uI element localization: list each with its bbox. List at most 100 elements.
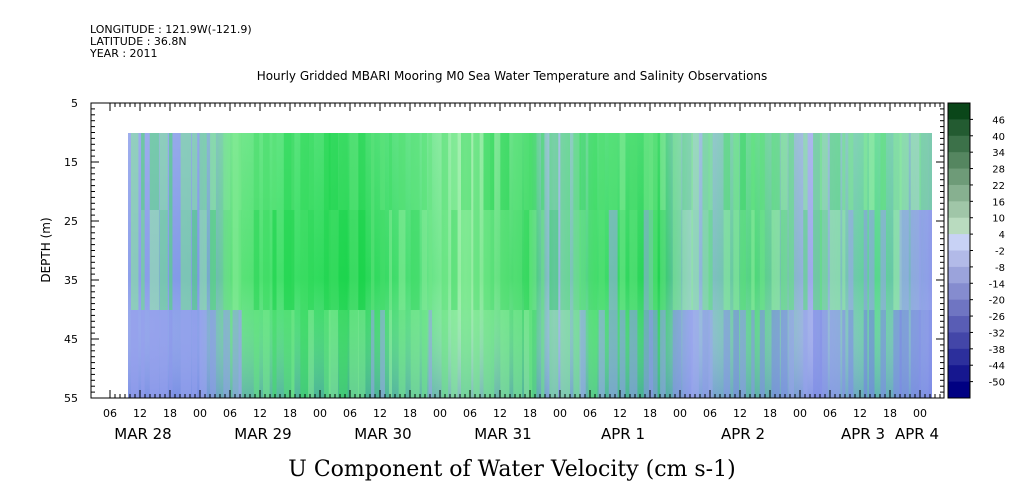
heatmap-cell bbox=[740, 133, 746, 210]
heatmap-cell bbox=[619, 310, 626, 398]
heatmap-cell bbox=[813, 310, 823, 398]
heatmap-cell bbox=[848, 310, 854, 398]
heatmap-cell bbox=[579, 310, 586, 398]
heatmap-cell bbox=[253, 133, 260, 210]
x-hour-label: 06 bbox=[703, 407, 717, 420]
heatmap-cell bbox=[919, 310, 929, 398]
heatmap-cell bbox=[199, 133, 207, 210]
x-hour-label: 06 bbox=[103, 407, 117, 420]
heatmap-cell bbox=[380, 133, 385, 210]
heatmap-cell bbox=[349, 310, 360, 398]
heatmap-cell bbox=[451, 310, 458, 398]
heatmap-cell bbox=[291, 310, 295, 398]
heatmap-cell bbox=[880, 210, 886, 310]
heatmap-cell bbox=[263, 310, 270, 398]
heatmap-cell bbox=[388, 310, 392, 398]
heatmap-cell bbox=[598, 133, 605, 210]
y-tick-label: 45 bbox=[64, 333, 78, 346]
heatmap-cell bbox=[169, 310, 173, 398]
heatmap-cell bbox=[441, 133, 449, 210]
colorbar-label: 34 bbox=[992, 148, 1005, 159]
y-axis-label: DEPTH (m) bbox=[39, 217, 53, 282]
heatmap-cell bbox=[283, 210, 295, 310]
heatmap-cell bbox=[388, 210, 392, 310]
heatmap-cell bbox=[513, 210, 523, 310]
heatmap-cell bbox=[560, 310, 571, 398]
colorbar: 46 40 34 28 22 16 10 4 -2 -8 -14 -20 -26 -32 -38 -44 -50 bbox=[947, 102, 1005, 399]
heatmap-cell bbox=[829, 133, 841, 210]
heatmap-cell bbox=[708, 310, 713, 398]
heatmap-cell bbox=[751, 310, 755, 398]
heatmap-cell bbox=[608, 310, 618, 398]
y-tick-label: 5 bbox=[71, 97, 78, 110]
heatmap-cell bbox=[421, 310, 427, 398]
heatmap-cell bbox=[573, 133, 581, 210]
heatmap-cell bbox=[483, 210, 491, 310]
heatmap-cell bbox=[283, 133, 295, 210]
colorbar-swatch bbox=[948, 283, 970, 301]
heatmap-cell bbox=[410, 210, 420, 310]
x-hour-label: 06 bbox=[343, 407, 357, 420]
heatmap-cell bbox=[788, 210, 794, 310]
x-day-label: APR 3 bbox=[841, 425, 885, 443]
colorbar-label: 16 bbox=[992, 197, 1005, 208]
heatmap-cell bbox=[919, 133, 929, 210]
heatmap-cell bbox=[899, 133, 909, 210]
heatmap-cell bbox=[192, 210, 198, 310]
heatmap-cell bbox=[238, 210, 242, 310]
heatmap-cell bbox=[490, 210, 495, 310]
heatmap-cell bbox=[893, 133, 902, 210]
x-hour-label: 06 bbox=[223, 407, 237, 420]
heatmap-cell bbox=[573, 310, 581, 398]
colorbar-label: 46 bbox=[992, 115, 1005, 126]
x-hour-label: 00 bbox=[193, 407, 207, 420]
heatmap-cell bbox=[803, 133, 808, 210]
chart-title: Hourly Gridded MBARI Mooring M0 Sea Wate… bbox=[257, 69, 768, 83]
x-day-label: APR 1 bbox=[601, 425, 645, 443]
heatmap-cell bbox=[272, 310, 277, 398]
colorbar-swatch bbox=[948, 119, 970, 137]
heatmap-cell bbox=[380, 210, 385, 310]
colorbar-swatch bbox=[948, 184, 970, 202]
colorbar-swatch bbox=[948, 332, 970, 350]
heatmap-cell bbox=[759, 210, 765, 310]
heatmap-cell bbox=[210, 210, 216, 310]
heatmap-cell bbox=[529, 310, 537, 398]
heatmap-cell bbox=[308, 133, 314, 210]
x-hour-label: 00 bbox=[673, 407, 687, 420]
heatmap-cell bbox=[441, 210, 449, 310]
heatmap-cell bbox=[358, 310, 366, 398]
heatmap-cell bbox=[398, 310, 406, 398]
colorbar-label: -20 bbox=[989, 296, 1005, 307]
heatmap-cell bbox=[723, 310, 731, 398]
heatmap-cell bbox=[819, 310, 828, 398]
colorbar-label: -44 bbox=[989, 361, 1005, 372]
heatmap-cell bbox=[500, 133, 510, 210]
heatmap-cell bbox=[573, 210, 581, 310]
heatmap-cell bbox=[598, 210, 605, 310]
heatmap-cell bbox=[130, 133, 139, 210]
heatmap-cell bbox=[192, 133, 198, 210]
heatmap-cell bbox=[549, 210, 559, 310]
x-hour-label: 12 bbox=[133, 407, 147, 420]
heatmap-cell bbox=[780, 310, 788, 398]
heatmap-cell bbox=[328, 210, 339, 310]
heatmap-cell bbox=[421, 133, 427, 210]
heatmap-cell bbox=[829, 310, 841, 398]
heatmap-cell bbox=[691, 310, 699, 398]
heatmap-cell bbox=[682, 210, 693, 310]
heatmap-cell bbox=[643, 133, 654, 210]
x-hour-label: 00 bbox=[553, 407, 567, 420]
colorbar-label: -32 bbox=[989, 328, 1005, 339]
colorbar-label: 40 bbox=[992, 132, 1005, 143]
heatmap-cell bbox=[702, 310, 710, 398]
heatmap-cell bbox=[349, 133, 360, 210]
colorbar-swatch bbox=[948, 168, 970, 186]
heatmap-cell bbox=[588, 133, 598, 210]
colorbar-swatch bbox=[948, 381, 970, 399]
heatmap-cell bbox=[813, 133, 823, 210]
heatmap-cell bbox=[159, 310, 168, 398]
heatmap-cell bbox=[629, 210, 638, 310]
heatmap-cell bbox=[180, 310, 192, 398]
heatmap-cell bbox=[660, 310, 666, 398]
